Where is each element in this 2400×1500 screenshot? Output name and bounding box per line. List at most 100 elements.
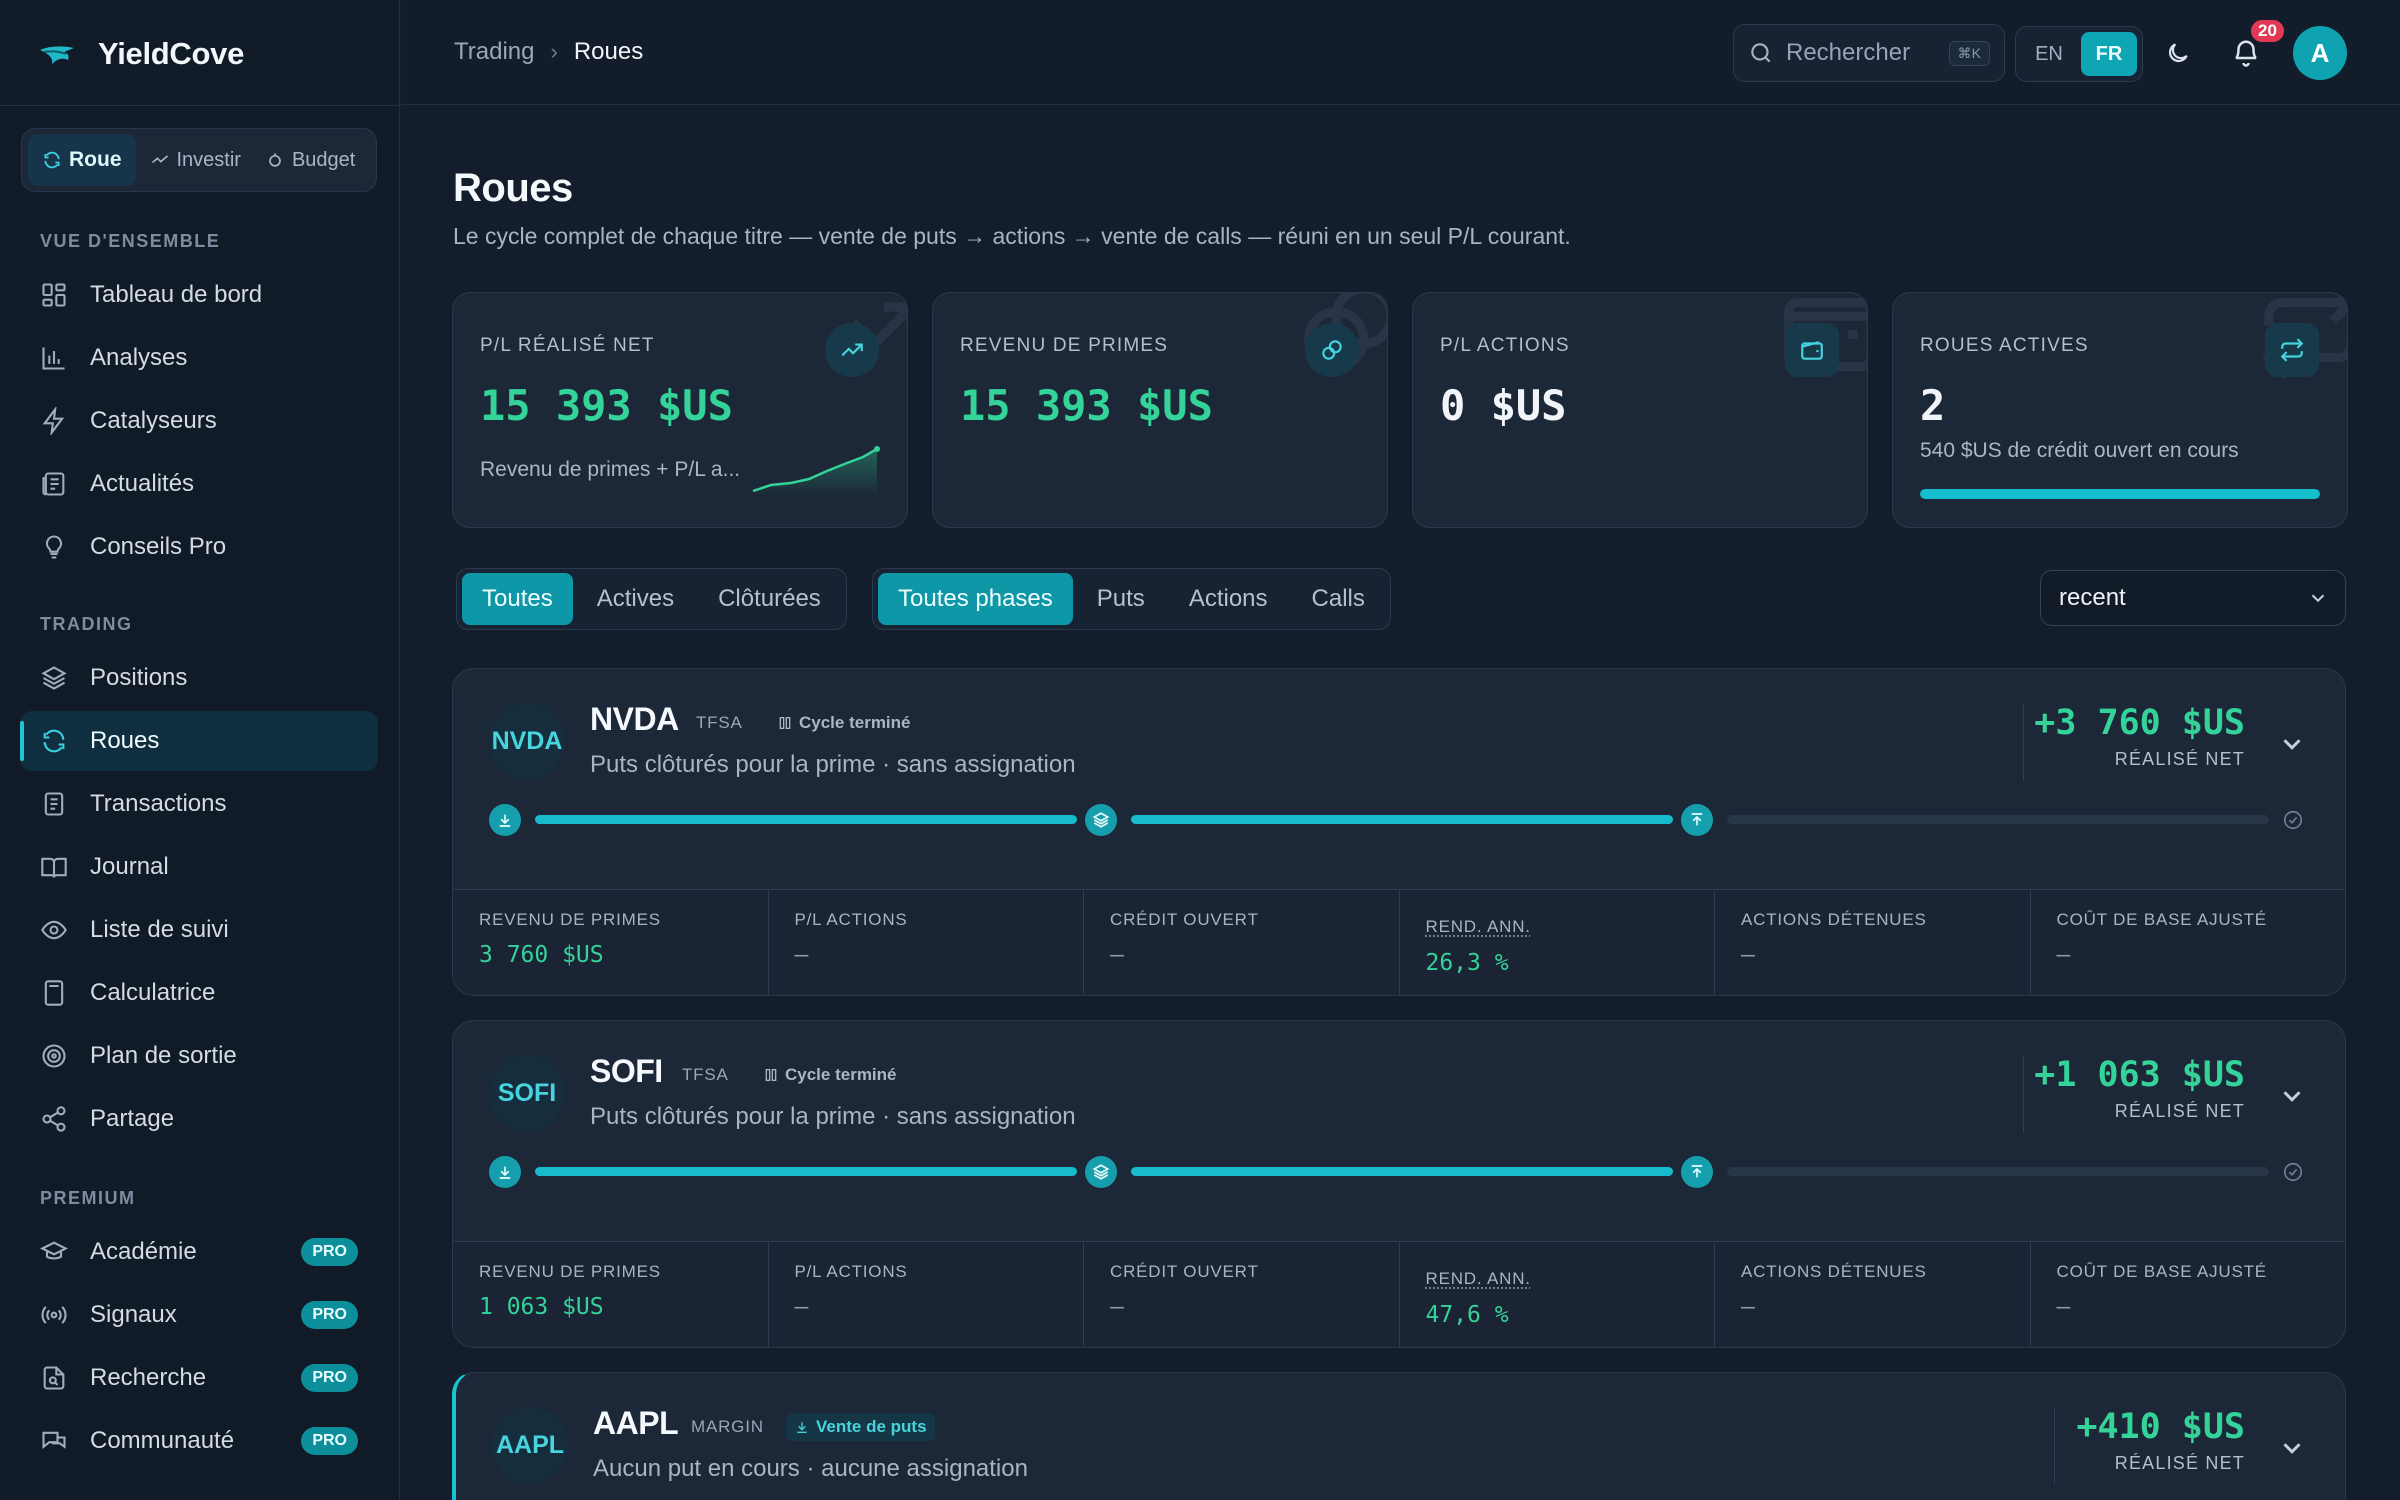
- account-label: MARGIN: [691, 1417, 764, 1436]
- mode-investir[interactable]: Investir: [140, 134, 251, 186]
- metric-annualized-yield[interactable]: REND. ANN. 26,3 %: [1400, 890, 1715, 995]
- phase-all[interactable]: Toutes phases: [878, 573, 1073, 625]
- stat-card-stock-pl: P/L ACTIONS 0 $US: [1412, 292, 1868, 528]
- broadcast-icon: [41, 1306, 67, 1324]
- piggy-icon: [269, 153, 281, 167]
- sidebar-item-transactions[interactable]: Transactions: [20, 774, 378, 834]
- stock-phase-node: [1085, 1156, 1117, 1188]
- sidebar-item-journal[interactable]: Journal: [20, 837, 378, 897]
- coins-icon: [1305, 323, 1359, 377]
- layers-icon: [1092, 812, 1110, 828]
- phase-chip: Vente de puts: [786, 1413, 935, 1441]
- put-phase-node: [489, 1156, 521, 1188]
- chevron-down-icon: [2283, 1443, 2301, 1454]
- realized-pl-label: RÉALISÉ NET: [2114, 1101, 2245, 1121]
- sidebar-item-label: Roues: [90, 727, 160, 754]
- stat-value: 2: [1920, 381, 1946, 430]
- mode-budget[interactable]: Budget: [255, 134, 365, 186]
- theme-toggle-button[interactable]: [2155, 30, 2201, 76]
- mode-roue[interactable]: Roue: [28, 134, 136, 186]
- sidebar-item-actualites[interactable]: Actualités: [20, 454, 378, 514]
- metric-value: —: [1110, 1294, 1124, 1320]
- filter-closed[interactable]: Clôturées: [718, 585, 821, 612]
- notification-count: 20: [2249, 18, 2286, 44]
- breadcrumb-trading[interactable]: Trading: [454, 38, 535, 65]
- phase-puts[interactable]: Puts: [1096, 585, 1145, 612]
- sidebar-item-partage[interactable]: Partage: [20, 1089, 378, 1149]
- filter-active[interactable]: Actives: [596, 585, 675, 612]
- call-phase-node: [1681, 804, 1713, 836]
- metric-open-credit: CRÉDIT OUVERT —: [1084, 890, 1400, 995]
- sidebar-item-plan-de-sortie[interactable]: Plan de sortie: [20, 1026, 378, 1086]
- arrow-down-icon: [499, 1166, 511, 1179]
- arrow-down-icon: [499, 814, 511, 827]
- trending-up-icon: [825, 323, 879, 377]
- expand-button[interactable]: [2277, 729, 2307, 759]
- calculator-icon: [44, 980, 64, 1006]
- sidebar-item-recherche[interactable]: Recherche PRO: [20, 1348, 378, 1408]
- avatar[interactable]: A: [2293, 26, 2347, 80]
- wheel-description: Aucun put en cours · aucune assignation: [593, 1455, 1028, 1482]
- stat-card-net-pl: P/L RÉALISÉ NET 15 393 $US Revenu de pri…: [452, 292, 908, 528]
- notifications-button[interactable]: 20: [2223, 18, 2286, 76]
- section-premium: PREMIUM: [40, 1188, 136, 1208]
- metric-label: ACTIONS DÉTENUES: [1741, 1262, 1927, 1281]
- wheel-card-nvda[interactable]: NVDA NVDA TFSA Cycle terminé Puts clôtur…: [452, 668, 2346, 996]
- phase-actions[interactable]: Actions: [1188, 585, 1268, 612]
- bell-icon: [2235, 40, 2257, 67]
- lang-fr-button[interactable]: FR: [2081, 32, 2137, 76]
- moon-icon: [2168, 43, 2188, 63]
- wheel-card-aapl[interactable]: AAPL AAPL MARGIN Vente de puts Aucun put…: [452, 1372, 2346, 1500]
- language-toggle: EN FR: [2015, 26, 2143, 82]
- sidebar-item-academie[interactable]: Académie PRO: [20, 1222, 378, 1282]
- phase-label: Cycle terminé: [799, 713, 911, 732]
- sidebar-item-catalyseurs[interactable]: Catalyseurs: [20, 391, 378, 451]
- sidebar-item-label: Tableau de bord: [90, 281, 263, 308]
- metric-label: CRÉDIT OUVERT: [1110, 1262, 1259, 1281]
- page-subtitle: Le cycle complet de chaque titre — vente…: [453, 223, 1571, 249]
- metric-value: —: [2056, 1294, 2071, 1320]
- expand-button[interactable]: [2277, 1081, 2307, 1111]
- ticker-badge: NVDA: [489, 703, 565, 779]
- sidebar-item-label: Signaux: [90, 1301, 177, 1328]
- metric-adjusted-cost-basis: COÛT DE BASE AJUSTÉ —: [2031, 890, 2346, 995]
- sidebar-item-label: Analyses: [90, 344, 188, 371]
- expand-button[interactable]: [2277, 1433, 2307, 1463]
- section-overview: VUE D'ENSEMBLE: [40, 231, 221, 251]
- brand[interactable]: YieldCove: [34, 30, 244, 78]
- sidebar-item-roues[interactable]: Roues: [20, 711, 378, 771]
- divider: [2023, 1055, 2024, 1133]
- lang-en-button[interactable]: EN: [2035, 42, 2063, 65]
- receipt-icon: [44, 792, 64, 816]
- chevron-down-icon: [2311, 594, 2325, 603]
- sidebar-item-communaute[interactable]: Communauté PRO: [20, 1411, 378, 1471]
- sidebar-item-conseils-pro[interactable]: Conseils Pro: [20, 517, 378, 577]
- mode-switcher: Roue Investir Budget: [21, 128, 377, 192]
- realized-pl: +3 760 $US: [2034, 703, 2245, 743]
- dashboard-icon: [42, 283, 66, 307]
- sidebar-item-watchlist[interactable]: Liste de suivi: [20, 900, 378, 960]
- lightbulb-icon: [45, 535, 63, 559]
- put-phase-bar: [535, 1167, 1077, 1176]
- status-filter: Toutes Actives Clôturées: [456, 568, 847, 630]
- sort-select[interactable]: recent: [2040, 570, 2346, 626]
- sidebar-item-calculatrice[interactable]: Calculatrice: [20, 963, 378, 1023]
- metric-annualized-yield[interactable]: REND. ANN. 47,6 %: [1400, 1242, 1715, 1347]
- wallet-icon: [1785, 323, 1839, 377]
- trend-icon: [151, 155, 168, 164]
- sidebar-item-signaux[interactable]: Signaux PRO: [20, 1285, 378, 1345]
- sidebar-item-dashboard[interactable]: Tableau de bord: [20, 265, 378, 325]
- filter-all[interactable]: Toutes: [462, 573, 573, 625]
- phase-calls[interactable]: Calls: [1311, 585, 1365, 612]
- metric-value: 47,6 %: [1425, 1302, 1509, 1328]
- phase-filter: Toutes phases Puts Actions Calls: [872, 568, 1391, 630]
- metric-open-credit: CRÉDIT OUVERT —: [1084, 1242, 1400, 1347]
- sidebar-item-analyses[interactable]: Analyses: [20, 328, 378, 388]
- brand-name: YieldCove: [98, 36, 245, 71]
- realized-pl-label: RÉALISÉ NET: [2114, 749, 2245, 769]
- metric-value: —: [1741, 942, 1755, 968]
- wheel-card-sofi[interactable]: SOFI SOFI TFSA Cycle terminé Puts clôtur…: [452, 1020, 2346, 1348]
- sidebar-item-positions[interactable]: Positions: [20, 648, 378, 708]
- chat-icon: [42, 1431, 66, 1450]
- search-input[interactable]: Rechercher ⌘K: [1733, 24, 2005, 82]
